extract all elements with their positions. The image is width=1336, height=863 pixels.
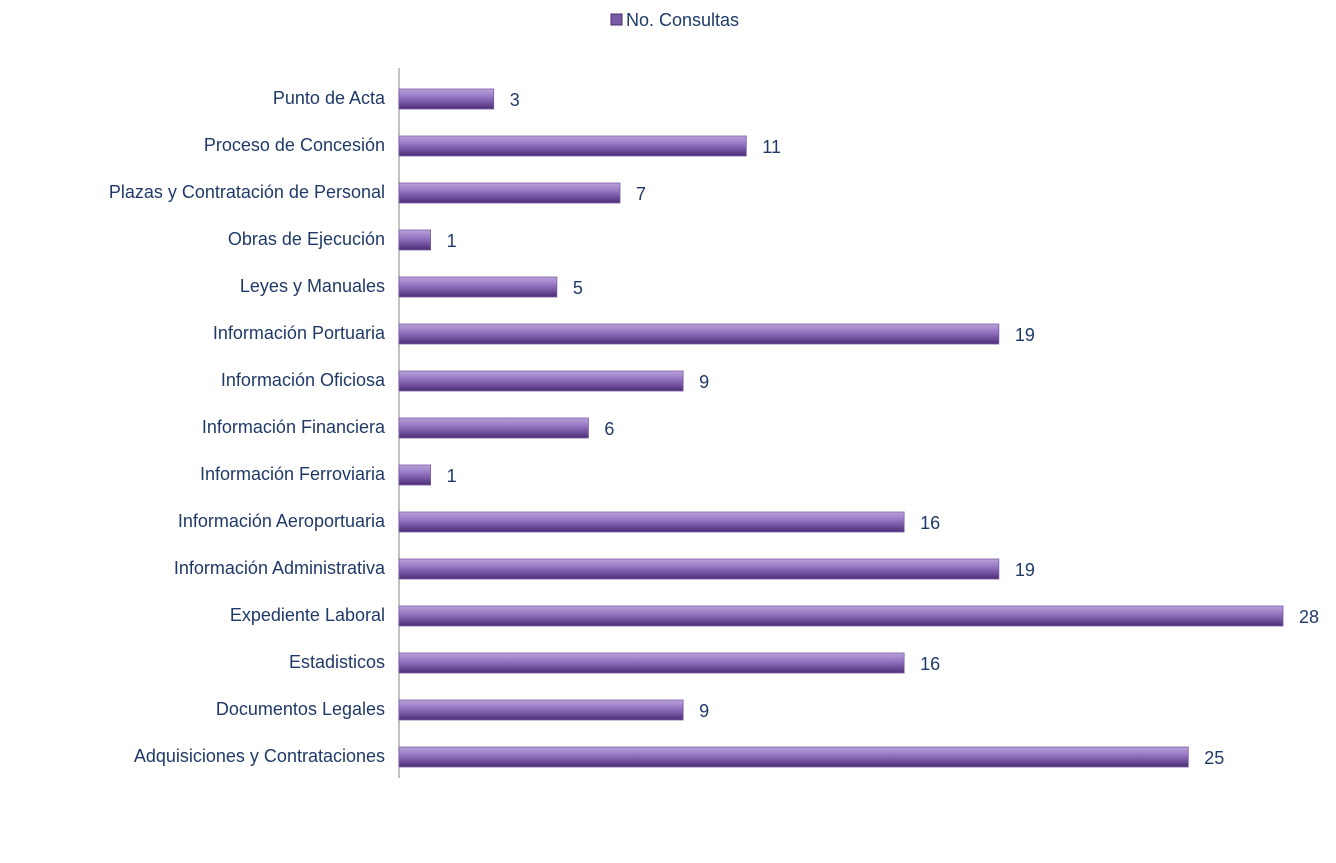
legend-swatch	[610, 13, 623, 26]
y-tick-label: Proceso de Concesión	[204, 135, 385, 155]
bar	[398, 652, 905, 674]
value-label: 25	[1204, 748, 1224, 768]
bar	[398, 558, 1000, 580]
y-tick-label: Documentos Legales	[216, 699, 385, 719]
value-label: 5	[573, 278, 583, 298]
bar	[398, 605, 1284, 627]
value-label: 3	[510, 90, 520, 110]
value-label: 1	[447, 231, 457, 251]
bar	[398, 417, 589, 439]
value-label: 19	[1015, 325, 1035, 345]
y-tick-label: Estadisticos	[289, 652, 385, 672]
bar	[398, 746, 1189, 768]
value-label: 1	[447, 466, 457, 486]
y-tick-label: Punto de Acta	[273, 88, 386, 108]
value-label: 11	[762, 137, 781, 157]
value-label: 16	[920, 513, 940, 533]
y-tick-label: Expediente Laboral	[230, 605, 385, 625]
y-tick-label: Información Financiera	[202, 417, 386, 437]
y-tick-label: Información Portuaria	[213, 323, 386, 343]
y-tick-label: Información Oficiosa	[221, 370, 386, 390]
bar	[398, 182, 621, 204]
y-tick-label: Adquisiciones y Contrataciones	[134, 746, 385, 766]
y-tick-label: Información Administrativa	[174, 558, 386, 578]
value-label: 16	[920, 654, 940, 674]
bar	[398, 464, 431, 486]
y-tick-label: Información Ferroviaria	[200, 464, 386, 484]
y-tick-label: Obras de Ejecución	[228, 229, 385, 249]
value-label: 9	[699, 701, 709, 721]
bar	[398, 229, 431, 251]
y-tick-label: Leyes y Manuales	[240, 276, 385, 296]
value-label: 28	[1299, 607, 1319, 627]
value-label: 6	[604, 419, 614, 439]
legend-text: No. Consultas	[626, 10, 739, 30]
y-tick-label: Plazas y Contratación de Personal	[109, 182, 385, 202]
value-label: 9	[699, 372, 709, 392]
bar	[398, 511, 905, 533]
bar	[398, 135, 747, 157]
bar	[398, 323, 1000, 345]
value-label: 19	[1015, 560, 1035, 580]
y-tick-label: Información Aeroportuaria	[178, 511, 386, 531]
value-label: 7	[636, 184, 646, 204]
bar	[398, 88, 495, 110]
bar	[398, 699, 684, 721]
bar	[398, 370, 684, 392]
bar	[398, 276, 558, 298]
